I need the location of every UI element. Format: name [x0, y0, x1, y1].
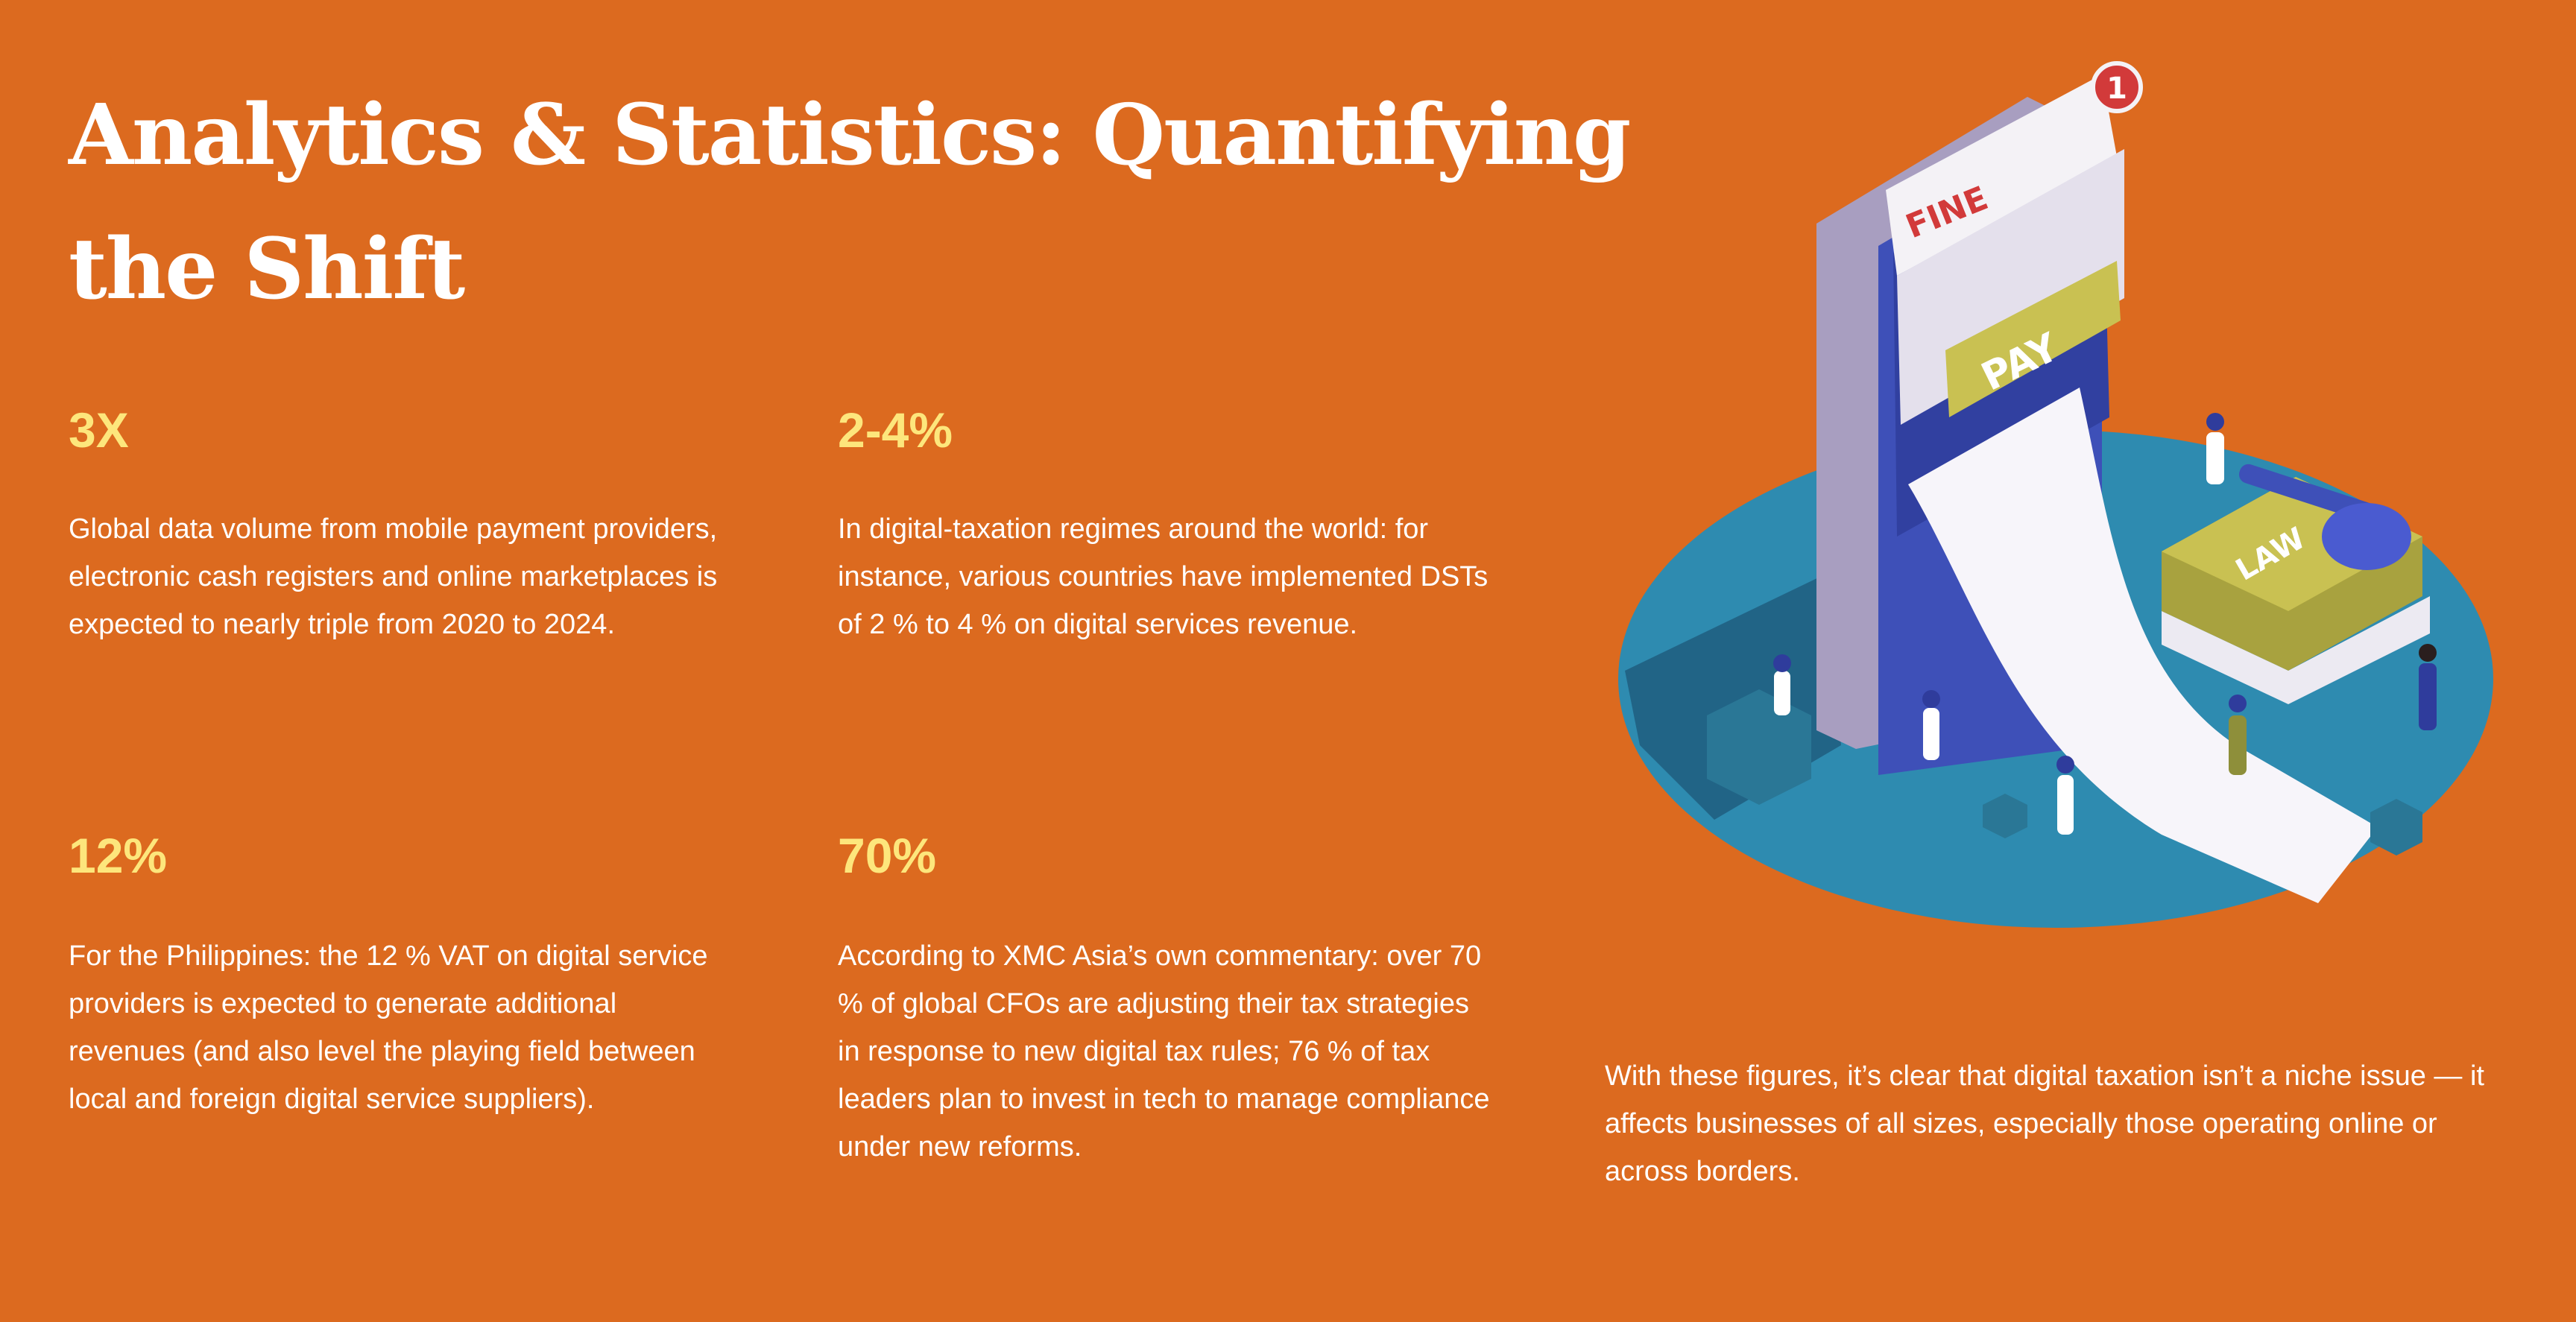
pay-button — [1945, 261, 2121, 417]
fine-card — [1886, 75, 2117, 276]
stat-value-2-4-percent: 2-4% — [838, 402, 953, 458]
notification-badge — [2091, 61, 2143, 113]
closing-text: With these figures, it’s clear that digi… — [1605, 1060, 2484, 1187]
badge-count: 1 — [2106, 72, 2127, 106]
cube — [1707, 689, 1811, 805]
gavel-head — [2322, 503, 2411, 570]
stat-description: According to XMC Asia’s own commentary: … — [838, 940, 1490, 1163]
receipt — [1908, 388, 2378, 903]
stat-value-3x: 3X — [69, 402, 129, 458]
cube — [1983, 794, 2027, 838]
stat-description: In digital-taxation regimes around the w… — [838, 513, 1489, 640]
page-title: Analytics & Statistics: Quantifying the … — [69, 86, 1631, 318]
stat-value-70-percent: 70% — [838, 828, 937, 883]
book-base — [2162, 596, 2430, 704]
cube — [2370, 799, 2422, 855]
people — [1773, 413, 2437, 835]
stat-description: Global data volume from mobile payment p… — [69, 513, 718, 640]
stat-description: For the Philippines: the 12 % VAT on dig… — [69, 940, 708, 1115]
stat-value-12-percent: 12% — [69, 828, 168, 883]
